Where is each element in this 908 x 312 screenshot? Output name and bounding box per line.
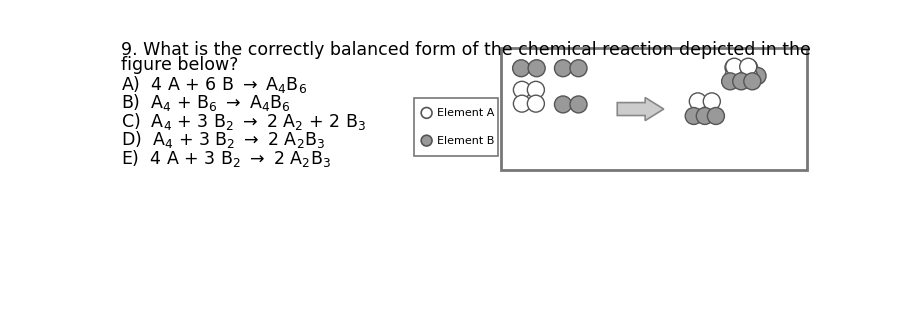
Circle shape: [704, 93, 720, 110]
Text: A)  4 A + 6 B $\rightarrow$ A$_4$B$_6$: A) 4 A + 6 B $\rightarrow$ A$_4$B$_6$: [122, 74, 307, 95]
Circle shape: [722, 73, 739, 90]
Circle shape: [555, 96, 571, 113]
Circle shape: [725, 59, 742, 76]
Circle shape: [421, 135, 432, 146]
Circle shape: [740, 58, 756, 75]
Text: C)  A$_4$ + 3 B$_2$ $\rightarrow$ 2 A$_2$ + 2 B$_3$: C) A$_4$ + 3 B$_2$ $\rightarrow$ 2 A$_2$…: [122, 110, 366, 132]
Text: D)  A$_4$ + 3 B$_2$ $\rightarrow$ 2 A$_2$B$_3$: D) A$_4$ + 3 B$_2$ $\rightarrow$ 2 A$_2$…: [122, 129, 325, 150]
Circle shape: [513, 81, 530, 98]
Circle shape: [570, 96, 587, 113]
Text: 9. What is the correctly balanced form of the chemical reaction depicted in the: 9. What is the correctly balanced form o…: [122, 41, 811, 59]
Circle shape: [513, 60, 529, 77]
Circle shape: [733, 73, 750, 90]
Text: E)  4 A + 3 B$_2$ $\rightarrow$ 2 A$_2$B$_3$: E) 4 A + 3 B$_2$ $\rightarrow$ 2 A$_2$B$…: [122, 148, 331, 168]
Text: Element A: Element A: [437, 108, 494, 118]
FancyBboxPatch shape: [414, 97, 498, 156]
Circle shape: [528, 95, 545, 112]
Polygon shape: [617, 97, 664, 121]
Text: B)  A$_4$ + B$_6$ $\rightarrow$ A$_4$B$_6$: B) A$_4$ + B$_6$ $\rightarrow$ A$_4$B$_6…: [122, 92, 291, 113]
Circle shape: [421, 108, 432, 118]
Circle shape: [686, 108, 702, 124]
Text: Element B: Element B: [437, 136, 494, 146]
Circle shape: [513, 95, 530, 112]
FancyBboxPatch shape: [501, 48, 807, 170]
Circle shape: [555, 60, 571, 77]
Circle shape: [570, 60, 587, 77]
Circle shape: [528, 81, 545, 98]
Circle shape: [749, 67, 766, 85]
Text: figure below?: figure below?: [122, 56, 239, 74]
Circle shape: [725, 58, 743, 75]
Circle shape: [528, 60, 545, 77]
Circle shape: [741, 67, 757, 85]
Circle shape: [725, 67, 742, 85]
Circle shape: [696, 108, 714, 124]
Circle shape: [744, 73, 761, 90]
Circle shape: [741, 59, 757, 76]
Circle shape: [689, 93, 706, 110]
Circle shape: [707, 108, 725, 124]
